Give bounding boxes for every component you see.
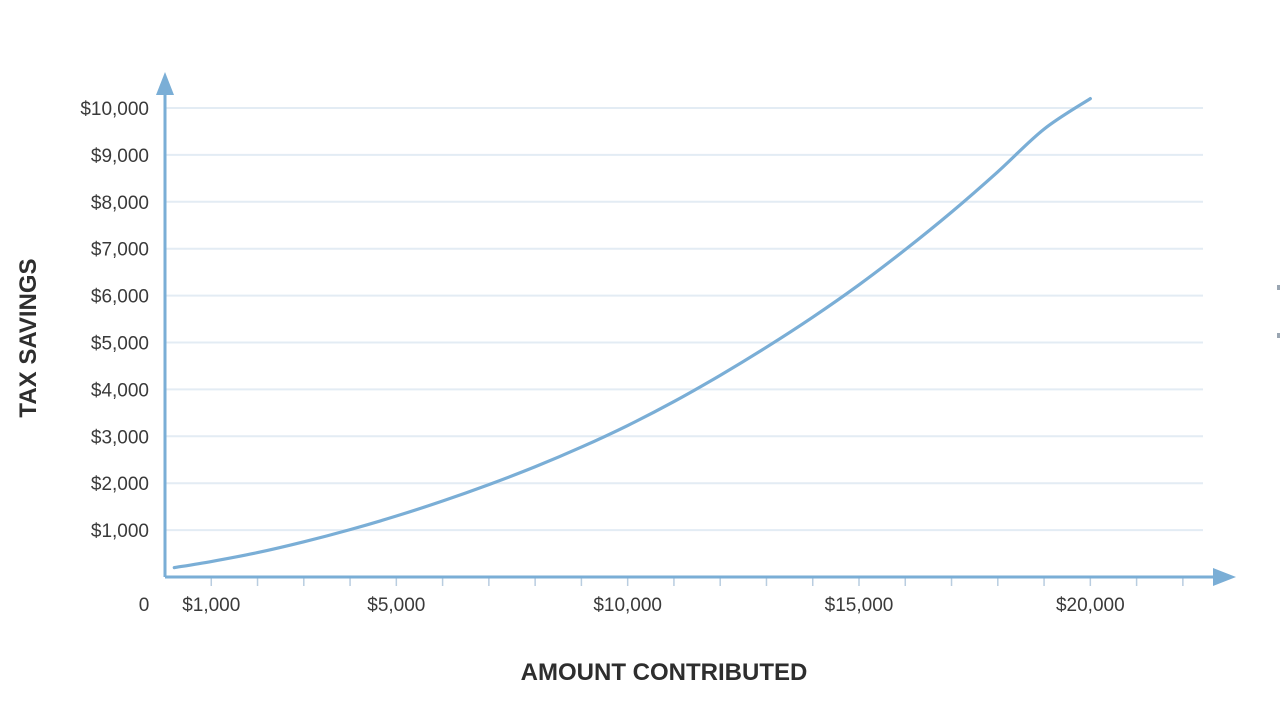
edge-mark	[1277, 333, 1280, 338]
y-tick-label: $1,000	[91, 521, 149, 542]
y-tick-label: $2,000	[91, 474, 149, 495]
y-tick-label: $9,000	[91, 146, 149, 167]
y-tick-label: $4,000	[91, 380, 149, 401]
y-tick-label: $8,000	[91, 193, 149, 214]
label-layer: 0 AMOUNT CONTRIBUTED TAX SAVINGS $1,000 $…	[15, 99, 1125, 686]
x-tick-label: $10,000	[593, 595, 662, 616]
y-tick-label: $6,000	[91, 287, 149, 308]
series-line	[172, 97, 1092, 570]
x-axis-title: AMOUNT CONTRIBUTED	[521, 659, 808, 686]
series-layer	[172, 97, 1092, 570]
edge-mark	[1277, 285, 1280, 290]
grid-layer	[165, 107, 1203, 532]
y-tick-label: $7,000	[91, 240, 149, 261]
origin-label: 0	[139, 595, 150, 616]
x-tick-label: $15,000	[825, 595, 894, 616]
y-axis-arrow	[156, 72, 174, 95]
y-tick-label: $10,000	[80, 99, 149, 120]
x-tick-label: $5,000	[367, 595, 425, 616]
y-axis-title: TAX SAVINGS	[15, 258, 42, 417]
y-tick-label: $5,000	[91, 334, 149, 355]
axis-layer	[156, 72, 1236, 586]
x-tick-label: $20,000	[1056, 595, 1125, 616]
x-axis-arrow	[1213, 568, 1236, 586]
x-tick-label: $1,000	[182, 595, 240, 616]
y-tick-label: $3,000	[91, 427, 149, 448]
